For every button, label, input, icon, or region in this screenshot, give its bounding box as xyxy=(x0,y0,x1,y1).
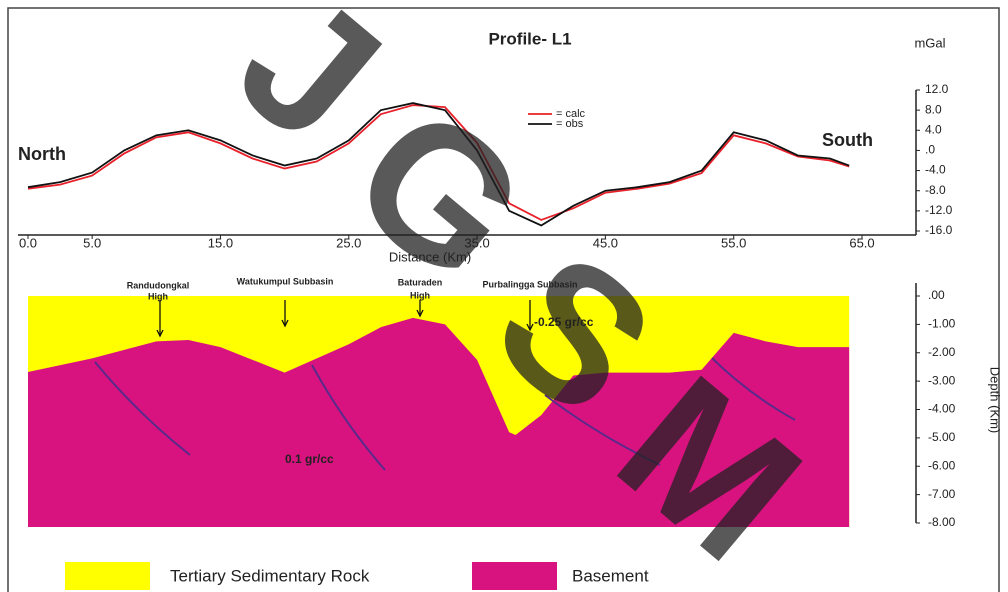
y-tick-label: 4.0 xyxy=(925,122,942,136)
legend-swatch xyxy=(472,562,557,590)
y-tick-label: -5.00 xyxy=(928,430,956,444)
annotation: -0.25 gr/cc xyxy=(534,315,594,329)
x-label: Distance (Km) xyxy=(389,249,471,264)
legend-label: = obs xyxy=(556,118,584,130)
x-tick-label: 55.0 xyxy=(721,235,746,250)
x-tick-label: 65.0 xyxy=(849,235,874,250)
y-tick-label: -6.00 xyxy=(928,458,956,472)
annotation: North xyxy=(18,144,66,164)
y-label: Depth (Km) xyxy=(988,367,1003,433)
legend-swatch xyxy=(65,562,150,590)
annotation: Baturaden xyxy=(398,277,443,287)
y-tick-label: -3.00 xyxy=(928,373,956,387)
arrow-head xyxy=(156,329,164,338)
arrow-head xyxy=(526,323,534,332)
profile-line xyxy=(27,104,850,221)
fault xyxy=(711,357,796,421)
y-tick-label: 12.0 xyxy=(925,82,949,96)
y-tick-label: .0 xyxy=(925,143,935,157)
y-tick-label: -16.0 xyxy=(925,223,953,237)
fault xyxy=(311,364,386,471)
y-tick-label: -4.0 xyxy=(925,163,946,177)
basement xyxy=(28,317,850,527)
legend-label: Basement xyxy=(572,566,649,585)
y-tick-label: -4.00 xyxy=(928,402,956,416)
annotation: Watukumpul Subbasin xyxy=(237,276,334,286)
annotation: 0.1 gr/cc xyxy=(285,452,334,466)
y-tick-label: -12.0 xyxy=(925,203,953,217)
annotation: Purbalingga Subbasin xyxy=(482,279,577,289)
x-tick-label: 0.0 xyxy=(19,235,37,250)
fault xyxy=(544,394,661,466)
x-tick-label: 45.0 xyxy=(593,235,618,250)
profile: Profile- L1 mGal Distance (Km) North South 0.… xyxy=(18,29,953,264)
y-tick-label: -8.0 xyxy=(925,183,946,197)
annotation: High xyxy=(410,290,430,300)
x-tick-label: 5.0 xyxy=(83,235,101,250)
x-tick-label: 15.0 xyxy=(208,235,233,250)
arrow-head xyxy=(281,319,289,328)
annotation: Randudongkal xyxy=(127,280,190,290)
legend-label: = calc xyxy=(556,108,586,120)
profile-line xyxy=(27,102,850,227)
annotation: High xyxy=(148,291,168,301)
y-unit: mGal xyxy=(914,35,945,50)
arrow-head xyxy=(416,309,424,318)
y-tick-label: -1.00 xyxy=(928,317,956,331)
x-tick-label: 35.0 xyxy=(464,235,489,250)
x-tick-label: 25.0 xyxy=(336,235,361,250)
section: .00 -1.00 -2.00 -3.00 -4.00 -5.00 -6.00 -7.00 -8… xyxy=(28,276,1003,590)
annotation: South xyxy=(822,130,873,150)
fault xyxy=(94,361,191,456)
y-tick-label: .00 xyxy=(928,288,945,302)
y-tick-label: -8.00 xyxy=(928,515,956,529)
title: Profile- L1 xyxy=(488,29,571,48)
y-tick-label: -2.00 xyxy=(928,345,956,359)
y-tick-label: 8.0 xyxy=(925,102,942,116)
y-tick-label: -7.00 xyxy=(928,487,956,501)
legend-label: Tertiary Sedimentary Rock xyxy=(170,566,370,585)
